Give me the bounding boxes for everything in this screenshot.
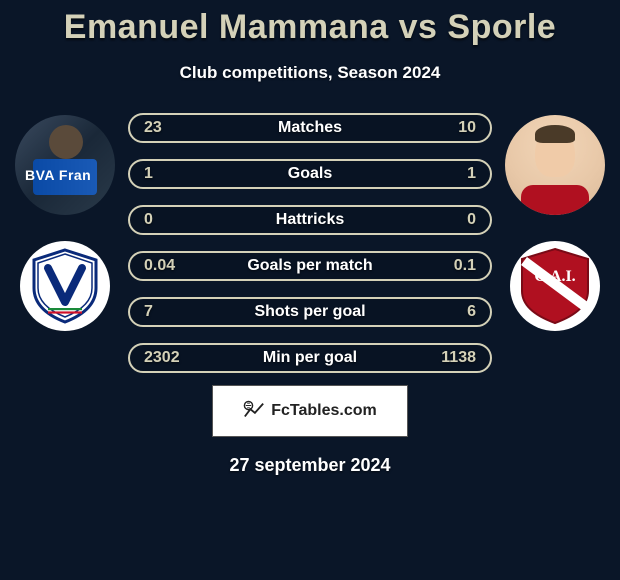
left-side [10, 113, 120, 331]
left-player-avatar [15, 115, 115, 215]
footer-badge[interactable]: FcTables.com [212, 385, 408, 437]
right-player-shirt [521, 185, 589, 215]
stat-right-value: 10 [434, 119, 490, 137]
stat-left-value: 0 [130, 211, 186, 229]
stat-label: Goals per match [247, 257, 372, 275]
stat-right-value: 0.1 [434, 257, 490, 275]
stat-right-value: 6 [434, 303, 490, 321]
left-player-head [49, 125, 83, 159]
soccer-chart-icon [243, 400, 265, 422]
stat-left-value: 7 [130, 303, 186, 321]
stat-label: Goals [288, 165, 332, 183]
comparison-card: Emanuel Mammana vs Sporle Club competiti… [0, 0, 620, 580]
stat-row: 1 Goals 1 [128, 159, 492, 189]
stat-label: Min per goal [263, 349, 357, 367]
stat-label: Shots per goal [254, 303, 365, 321]
stat-left-value: 23 [130, 119, 186, 137]
stat-label: Hattricks [276, 211, 344, 229]
stat-right-value: 1 [434, 165, 490, 183]
page-title: Emanuel Mammana vs Sporle [64, 8, 556, 47]
subtitle: Club competitions, Season 2024 [180, 63, 441, 83]
left-club-crest [20, 241, 110, 331]
independiente-shield-icon: C.A.I. [518, 247, 592, 325]
right-side: C.A.I. [500, 113, 610, 331]
date-text: 27 september 2024 [229, 455, 390, 476]
stats-column: 23 Matches 10 1 Goals 1 0 Hattricks 0 0.… [120, 113, 500, 373]
stat-left-value: 1 [130, 165, 186, 183]
stat-label: Matches [278, 119, 342, 137]
stat-left-value: 0.04 [130, 257, 189, 275]
stat-row: 0 Hattricks 0 [128, 205, 492, 235]
stat-row: 0.04 Goals per match 0.1 [128, 251, 492, 281]
right-player-avatar [505, 115, 605, 215]
stat-row: 2302 Min per goal 1138 [128, 343, 492, 373]
main-row: 23 Matches 10 1 Goals 1 0 Hattricks 0 0.… [0, 113, 620, 373]
velez-shield-icon [30, 248, 100, 324]
right-club-crest: C.A.I. [510, 241, 600, 331]
right-player-hair [535, 125, 575, 143]
footer-brand-text: FcTables.com [271, 402, 377, 420]
stat-row: 7 Shots per goal 6 [128, 297, 492, 327]
stat-row: 23 Matches 10 [128, 113, 492, 143]
stat-right-value: 0 [434, 211, 490, 229]
stat-left-value: 2302 [130, 349, 194, 367]
svg-text:C.A.I.: C.A.I. [534, 268, 575, 285]
stat-right-value: 1138 [427, 349, 490, 367]
